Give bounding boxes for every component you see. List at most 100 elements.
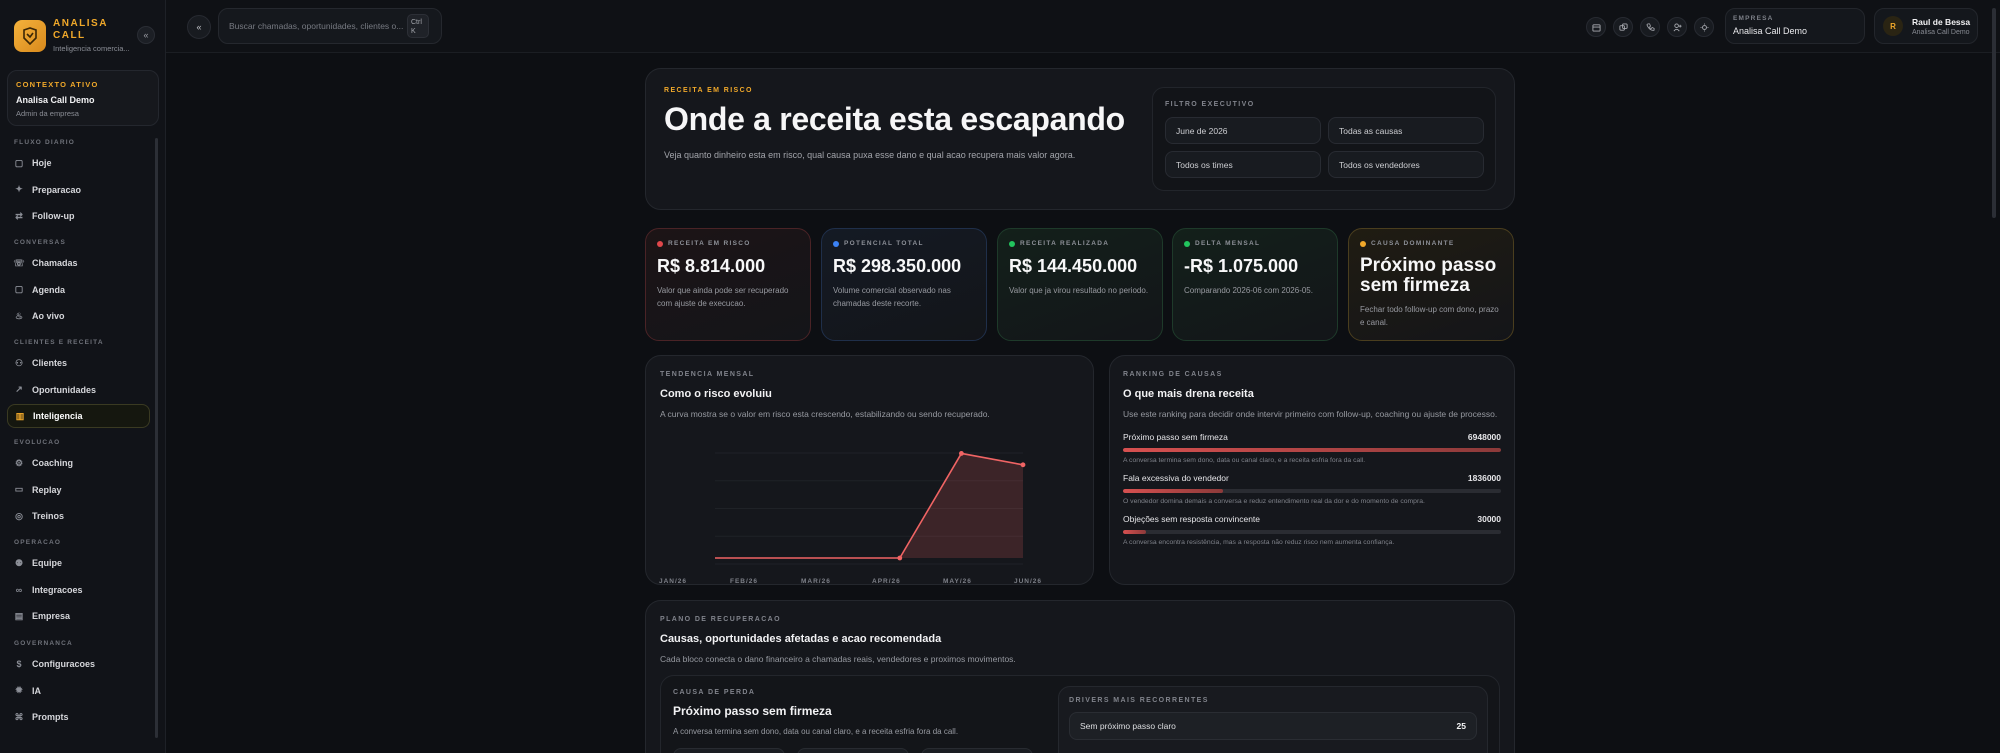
ranking-row[interactable]: Próximo passo sem firmeza 6948000 A conv…	[1123, 432, 1501, 464]
trend-panel: TENDENCIA MENSAL Como o risco evoluiu A …	[645, 355, 1094, 585]
sidebar-item-oportunidades[interactable]: ↗ Oportunidades	[7, 378, 150, 402]
cause-subtitle: A conversa termina sem dono, data ou can…	[673, 727, 959, 736]
nav-section-label: OPERACAO	[14, 539, 62, 546]
cause-chip[interactable]	[673, 748, 785, 753]
ranking-row[interactable]: Objeções sem resposta convincente 30000 …	[1123, 514, 1501, 546]
kpi-card[interactable]: DELTA MENSAL -R$ 1.075.000 Comparando 20…	[1172, 228, 1338, 341]
topbar-collapse-button[interactable]: «	[187, 15, 211, 39]
brand[interactable]: ANALISA CALL Inteligencia comercia...	[14, 18, 130, 53]
kpi-header: POTENCIAL TOTAL	[833, 240, 975, 247]
sidebar-item-clientes[interactable]: ⚇ Clientes	[7, 351, 150, 375]
sidebar-item-inteligencia[interactable]: ▥ Inteligencia	[7, 404, 150, 429]
calendar-button[interactable]	[1586, 17, 1606, 37]
nav-section-label: GOVERNANCA	[14, 640, 73, 647]
trend-eyebrow: TENDENCIA MENSAL	[660, 371, 755, 378]
sidebar-item-label: Chamadas	[32, 258, 78, 268]
sidebar-item-replay[interactable]: ▭ Replay	[7, 478, 150, 502]
chart-series-line	[715, 452, 1024, 559]
calendar-icon	[1591, 23, 1601, 32]
users-icon: ⚇	[14, 357, 24, 368]
search-box[interactable]: Ctrl K	[218, 8, 442, 44]
sidebar-item-ao-vivo[interactable]: ♨ Ao vivo	[7, 304, 150, 328]
chart-point[interactable]	[1020, 462, 1026, 468]
filter-team[interactable]: Todos os times	[1165, 151, 1321, 178]
search-input[interactable]	[229, 21, 405, 31]
sidebar-item-chamadas[interactable]: ☏ Chamadas	[7, 251, 150, 275]
phone-button[interactable]	[1640, 17, 1660, 37]
cause-eyebrow: CAUSA DE PERDA	[673, 689, 756, 696]
brand-name: ANALISA CALL	[53, 18, 108, 41]
chart-x-tick-label: JAN/26	[659, 578, 687, 585]
sidebar-item-coaching[interactable]: ⚙ Coaching	[7, 451, 150, 475]
sidebar-item-label: Preparacao	[32, 184, 82, 195]
brand-logo-icon	[14, 19, 46, 52]
theme-toggle-button[interactable]	[1694, 17, 1714, 37]
kpi-value: R$ 144.450.000	[1009, 256, 1138, 276]
ranking-bar-fill	[1123, 489, 1223, 493]
kpi-card[interactable]: CAUSA DOMINANTE Próximo passo sem firmez…	[1348, 228, 1514, 341]
sidebar-item-label: Configuracoes	[32, 659, 96, 669]
ranking-title: O que mais drena receita	[1123, 388, 1254, 400]
double-chevron-left-icon: «	[196, 22, 202, 32]
sparkle-icon: ✦	[15, 184, 23, 195]
ranking-bar	[1123, 448, 1501, 452]
topbar: « Ctrl K EMPRESA Analisa Call Demo R Rau…	[166, 0, 2000, 53]
cause-chip[interactable]	[921, 748, 1033, 753]
sidebar-item-label: Coaching	[32, 458, 74, 468]
sidebar-item-label: Replay	[32, 484, 62, 495]
filter-period[interactable]: June de 2026	[1165, 117, 1321, 144]
brand-subtitle: Inteligencia comercia...	[53, 44, 130, 53]
ranking-row[interactable]: Fala excessiva do vendedor 1836000 O ven…	[1123, 473, 1501, 505]
target-icon: ◎	[15, 510, 23, 521]
nav-section-label: FLUXO DIARIO	[14, 139, 75, 146]
company-label: EMPRESA	[1733, 15, 1774, 22]
sidebar-item-treinos[interactable]: ◎ Treinos	[7, 504, 150, 528]
context-label: CONTEXTO ATIVO	[16, 80, 99, 89]
sidebar-item-hoje[interactable]: ▢ Hoje	[7, 151, 150, 175]
kpi-card[interactable]: RECEITA REALIZADA R$ 144.450.000 Valor q…	[997, 228, 1163, 341]
sidebar-collapse-button[interactable]: «	[137, 26, 155, 44]
shortcut-badge: Ctrl K	[407, 14, 429, 38]
context-card[interactable]: CONTEXTO ATIVO Analisa Call Demo Admin d…	[7, 70, 159, 126]
drivers-label: DRIVERS MAIS RECORRENTES	[1069, 697, 1209, 704]
driver-row[interactable]: Sem próximo passo claro 25	[1069, 712, 1477, 740]
sidebar-item-configuracoes[interactable]: $ Configuracoes	[7, 652, 150, 676]
shuffle-icon: ⇄	[15, 210, 23, 221]
ranking-subtitle: Use este ranking para decidir onde inter…	[1123, 409, 1498, 419]
user-menu[interactable]: R Raul de Bessa Analisa Call Demo	[1874, 8, 1978, 44]
filter-seller[interactable]: Todos os vendedores	[1328, 151, 1484, 178]
page-scrollbar[interactable]	[1992, 8, 1996, 218]
kpi-card[interactable]: POTENCIAL TOTAL R$ 298.350.000 Volume co…	[821, 228, 987, 341]
sidebar-item-integracoes[interactable]: ∞ Integracoes	[7, 578, 150, 602]
user-add-button[interactable]	[1667, 17, 1687, 37]
sidebar-item-ia[interactable]: ✹ IA	[7, 679, 150, 703]
building-icon: ▤	[14, 610, 24, 621]
dollar-icon: $	[16, 659, 22, 669]
sidebar-item-label: Inteligencia	[33, 411, 83, 422]
kpi-card[interactable]: RECEITA EM RISCO R$ 8.814.000 Valor que …	[645, 228, 811, 341]
sidebar-item-equipe[interactable]: ⚉ Equipe	[7, 551, 150, 575]
kpi-header: RECEITA REALIZADA	[1009, 240, 1151, 247]
kpi-description: Valor que ainda pode ser recuperado com …	[657, 286, 789, 308]
ranking-value: 6948000	[1467, 432, 1501, 442]
filter-cause[interactable]: Todas as causas	[1328, 117, 1484, 144]
company-selector[interactable]: EMPRESA Analisa Call Demo	[1725, 8, 1865, 44]
cause-card: CAUSA DE PERDA Próximo passo sem firmeza…	[660, 675, 1500, 753]
kpi-header: DELTA MENSAL	[1184, 240, 1326, 247]
sidebar-item-follow-up[interactable]: ⇄ Follow-up	[7, 204, 150, 228]
driver-count: 25	[1456, 721, 1466, 731]
chart-point[interactable]	[897, 555, 903, 561]
chart-x-tick-label: APR/26	[872, 578, 901, 585]
flame-icon: ♨	[14, 310, 24, 321]
copy-button[interactable]	[1613, 17, 1633, 37]
chart-x-tick-label: MAY/26	[943, 578, 972, 585]
sidebar-item-empresa[interactable]: ▤ Empresa	[7, 604, 150, 628]
sidebar-scrollbar[interactable]	[155, 138, 158, 738]
chart-x-tick-label: JUN/26	[1014, 578, 1042, 585]
sidebar-item-prompts[interactable]: ⌘ Prompts	[7, 705, 150, 729]
sidebar-item-preparacao[interactable]: ✦ Preparacao	[7, 178, 150, 202]
chart-point[interactable]	[959, 451, 964, 456]
nav-section-label: CONVERSAS	[14, 239, 66, 246]
sidebar-item-agenda[interactable]: ▢ Agenda	[7, 278, 150, 302]
cause-chip[interactable]	[797, 748, 909, 753]
